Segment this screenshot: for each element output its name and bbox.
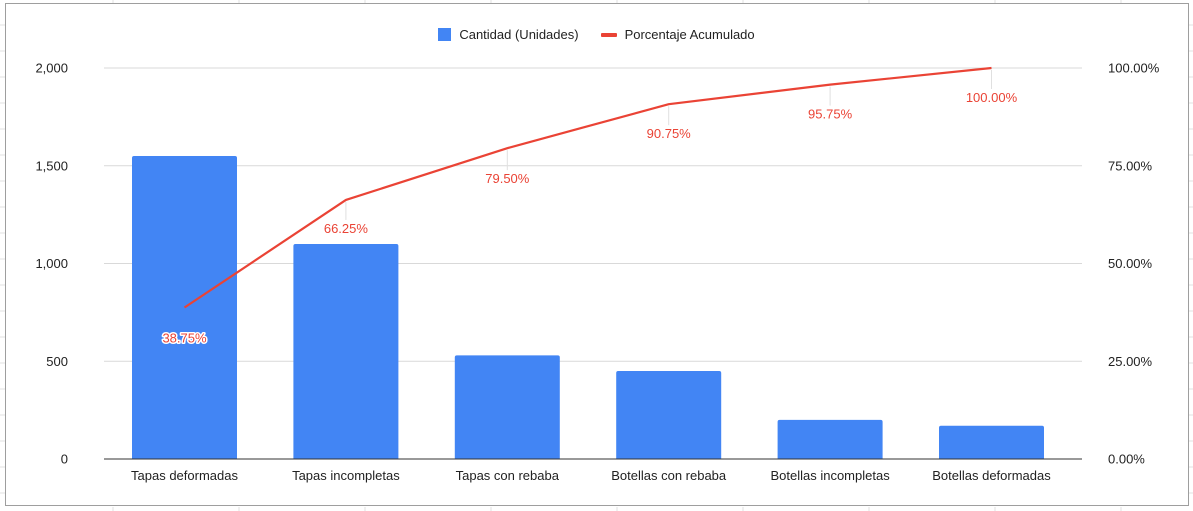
data-label: 90.75% — [647, 126, 692, 141]
svg-text:2,000: 2,000 — [35, 61, 68, 76]
legend-line-swatch-icon — [600, 32, 617, 37]
svg-text:75.00%: 75.00% — [1108, 158, 1153, 173]
svg-text:Tapas con rebaba: Tapas con rebaba — [456, 468, 560, 483]
svg-text:Tapas deformadas: Tapas deformadas — [131, 468, 238, 483]
svg-text:0.00%: 0.00% — [1108, 452, 1145, 467]
line-series-porcentaje-acumulado — [183, 66, 992, 309]
svg-text:1,500: 1,500 — [35, 158, 68, 173]
svg-text:25.00%: 25.00% — [1108, 354, 1153, 369]
data-label: 100.00% — [966, 90, 1018, 105]
legend-item-porcentaje[interactable]: Porcentaje Acumulado — [600, 27, 755, 42]
legend-bar-swatch-icon — [438, 28, 452, 41]
legend-label-cantidad: Cantidad (Unidades) — [459, 27, 579, 42]
svg-text:500: 500 — [46, 354, 68, 369]
data-label-leader-lines — [345, 70, 992, 220]
svg-text:0: 0 — [61, 452, 68, 467]
bar[interactable] — [293, 243, 399, 459]
left-axis-ticks: 0 500 1,000 1,500 2,000 — [35, 61, 68, 467]
legend-item-cantidad[interactable]: Cantidad (Unidades) — [438, 27, 579, 42]
data-label: 95.75% — [808, 107, 853, 122]
svg-text:1,000: 1,000 — [35, 256, 68, 271]
right-axis-ticks: 0.00% 25.00% 50.00% 75.00% 100.00% — [1108, 61, 1160, 467]
svg-text:100.00%: 100.00% — [1108, 61, 1160, 76]
data-label: 66.25% — [324, 221, 369, 236]
svg-text:Botellas incompletas: Botellas incompletas — [770, 468, 890, 483]
data-label: 79.50% — [485, 171, 530, 186]
svg-text:Tapas incompletas: Tapas incompletas — [292, 468, 400, 483]
bar[interactable] — [454, 355, 560, 459]
bar[interactable] — [777, 419, 883, 459]
bar[interactable] — [616, 371, 722, 459]
svg-text:38.75%: 38.75% — [162, 330, 207, 345]
line-data-labels: 38.75%38.75%66.25%79.50%90.75%95.75%100.… — [161, 90, 1018, 347]
horizontal-gridlines — [104, 67, 1082, 362]
x-axis-category-labels: Tapas deformadas Tapas incompletas Tapas c… — [131, 468, 1051, 483]
legend-label-porcentaje: Porcentaje Acumulado — [624, 27, 755, 42]
data-label: 38.75% — [162, 330, 207, 345]
chart-legend: Cantidad (Unidades) Porcentaje Acumulado — [0, 27, 1193, 42]
svg-text:50.00%: 50.00% — [1108, 256, 1153, 271]
bar[interactable] — [939, 425, 1044, 459]
bar-series-cantidad — [132, 155, 1044, 459]
svg-text:Botellas deformadas: Botellas deformadas — [932, 468, 1051, 483]
svg-text:Botellas con rebaba: Botellas con rebaba — [611, 468, 727, 483]
